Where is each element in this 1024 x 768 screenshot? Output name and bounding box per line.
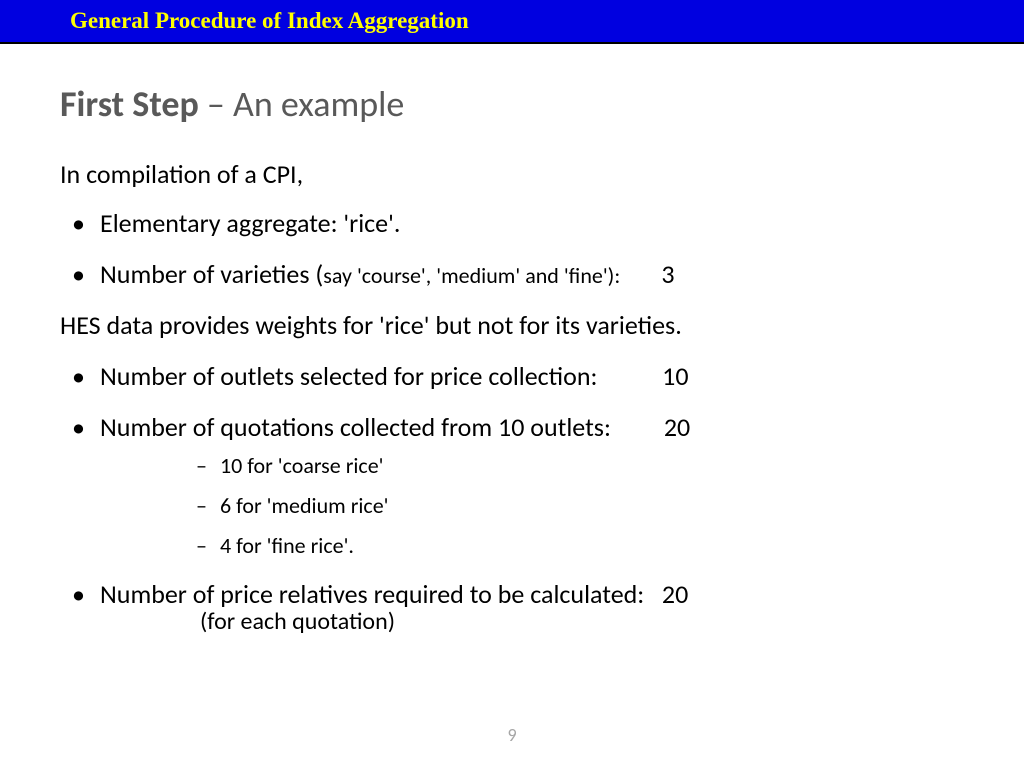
quotations-label: Number of quotations collected from 10 o… <box>100 411 611 443</box>
bullet-list-2: Number of outlets selected for price col… <box>60 359 964 638</box>
sub-medium: 6 for 'medium rice' <box>220 491 964 521</box>
title-separator: – <box>199 82 233 126</box>
slide-content: First Step – An example In compilation o… <box>0 44 1024 638</box>
bullet-quotations: Number of quotations collected from 10 o… <box>100 410 964 560</box>
hes-note: HES data provides weights for 'rice' but… <box>60 308 964 343</box>
varieties-value: 3 <box>661 257 674 292</box>
bullet-relatives: Number of price relatives required to be… <box>100 577 964 638</box>
relatives-value: 20 <box>662 577 688 612</box>
bullet-list: Elementary aggregate: 'rice'. Number of … <box>60 206 964 292</box>
title-rest: An example <box>233 82 404 126</box>
relatives-label: Number of price relatives required to be… <box>100 578 644 610</box>
outlets-value: 10 <box>662 359 688 394</box>
header-bar: General Procedure of Index Aggregation <box>0 0 1024 44</box>
outlets-label: Number of outlets selected for price col… <box>100 360 598 392</box>
intro-text: In compilation of a CPI, <box>60 158 964 190</box>
header-title: General Procedure of Index Aggregation <box>70 8 469 34</box>
varieties-prefix: Number of varieties ( <box>100 258 323 290</box>
page-number: 9 <box>0 724 1024 746</box>
relatives-note: (for each quotation) <box>100 606 964 638</box>
bullet-elementary-aggregate: Elementary aggregate: 'rice'. <box>100 206 964 241</box>
varieties-parenthetical: say 'course', 'medium' and 'fine'): <box>323 262 620 289</box>
bullet-outlets: Number of outlets selected for price col… <box>100 359 964 394</box>
title-bold: First Step <box>60 82 199 126</box>
sub-coarse: 10 for 'coarse rice' <box>220 451 964 481</box>
bullet-varieties: Number of varieties (say 'course', 'medi… <box>100 257 964 292</box>
sub-list: 10 for 'coarse rice' 6 for 'medium rice'… <box>100 451 964 560</box>
sub-fine: 4 for 'fine rice'. <box>220 531 964 561</box>
slide-title: First Step – An example <box>60 82 964 126</box>
quotations-value: 20 <box>664 410 690 445</box>
